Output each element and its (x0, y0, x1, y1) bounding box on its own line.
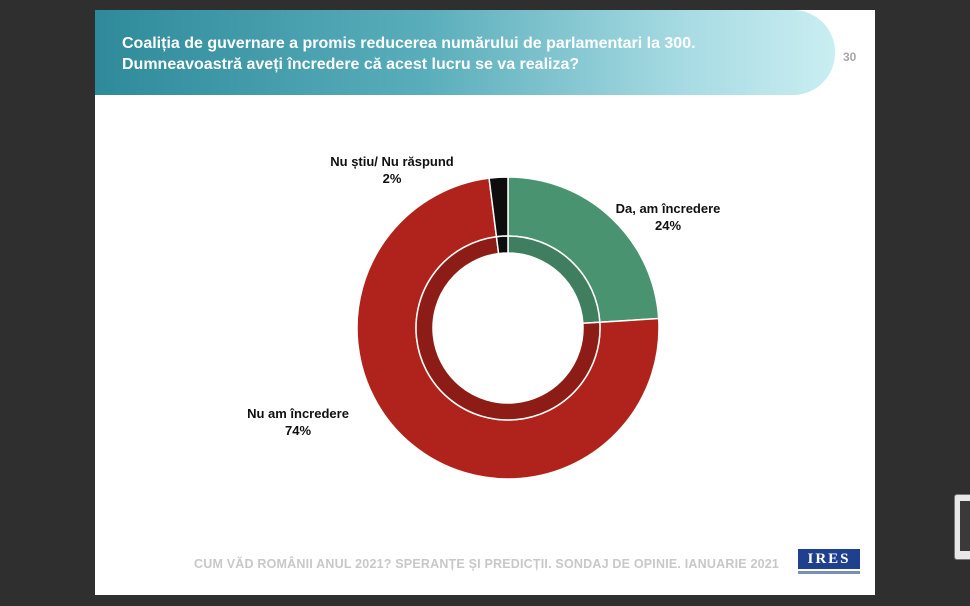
slide: Coaliția de guvernare a promis reducerea… (95, 10, 875, 595)
label-nu-value: 74% (285, 423, 311, 438)
slide-title: Coaliția de guvernare a promis reducerea… (122, 33, 812, 75)
label-nu-stiu-value: 2% (383, 171, 402, 186)
label-da-value: 24% (655, 218, 681, 233)
side-panel-handle-inner (960, 501, 970, 551)
page-number: 30 (843, 50, 857, 64)
slice-nu-inner-ring (415, 235, 601, 421)
footer-caption: CUM VĂD ROMÂNII ANUL 2021? SPERANȚE ȘI P… (194, 557, 780, 571)
side-panel-handle[interactable] (954, 494, 970, 560)
label-nu-stiu-category: Nu știu/ Nu răspund (330, 154, 454, 169)
label-nu-category: Nu am încredere (247, 406, 349, 421)
title-line-1: Coaliția de guvernare a promis reducerea… (122, 35, 696, 52)
slice-nu-stiu-inner-ring (495, 235, 509, 255)
ires-logo: IRES (798, 549, 860, 577)
donut-chart: Da, am încredere 24% Nu am încredere 74% Nu … (247, 154, 721, 480)
title-banner: Coaliția de guvernare a promis reducerea… (95, 10, 835, 95)
title-line-2: Dumneavoastră aveți încredere că acest l… (122, 56, 580, 73)
label-da-category: Da, am încredere (616, 201, 721, 216)
logo-subline (798, 571, 860, 574)
logo-text: IRES (798, 549, 860, 569)
